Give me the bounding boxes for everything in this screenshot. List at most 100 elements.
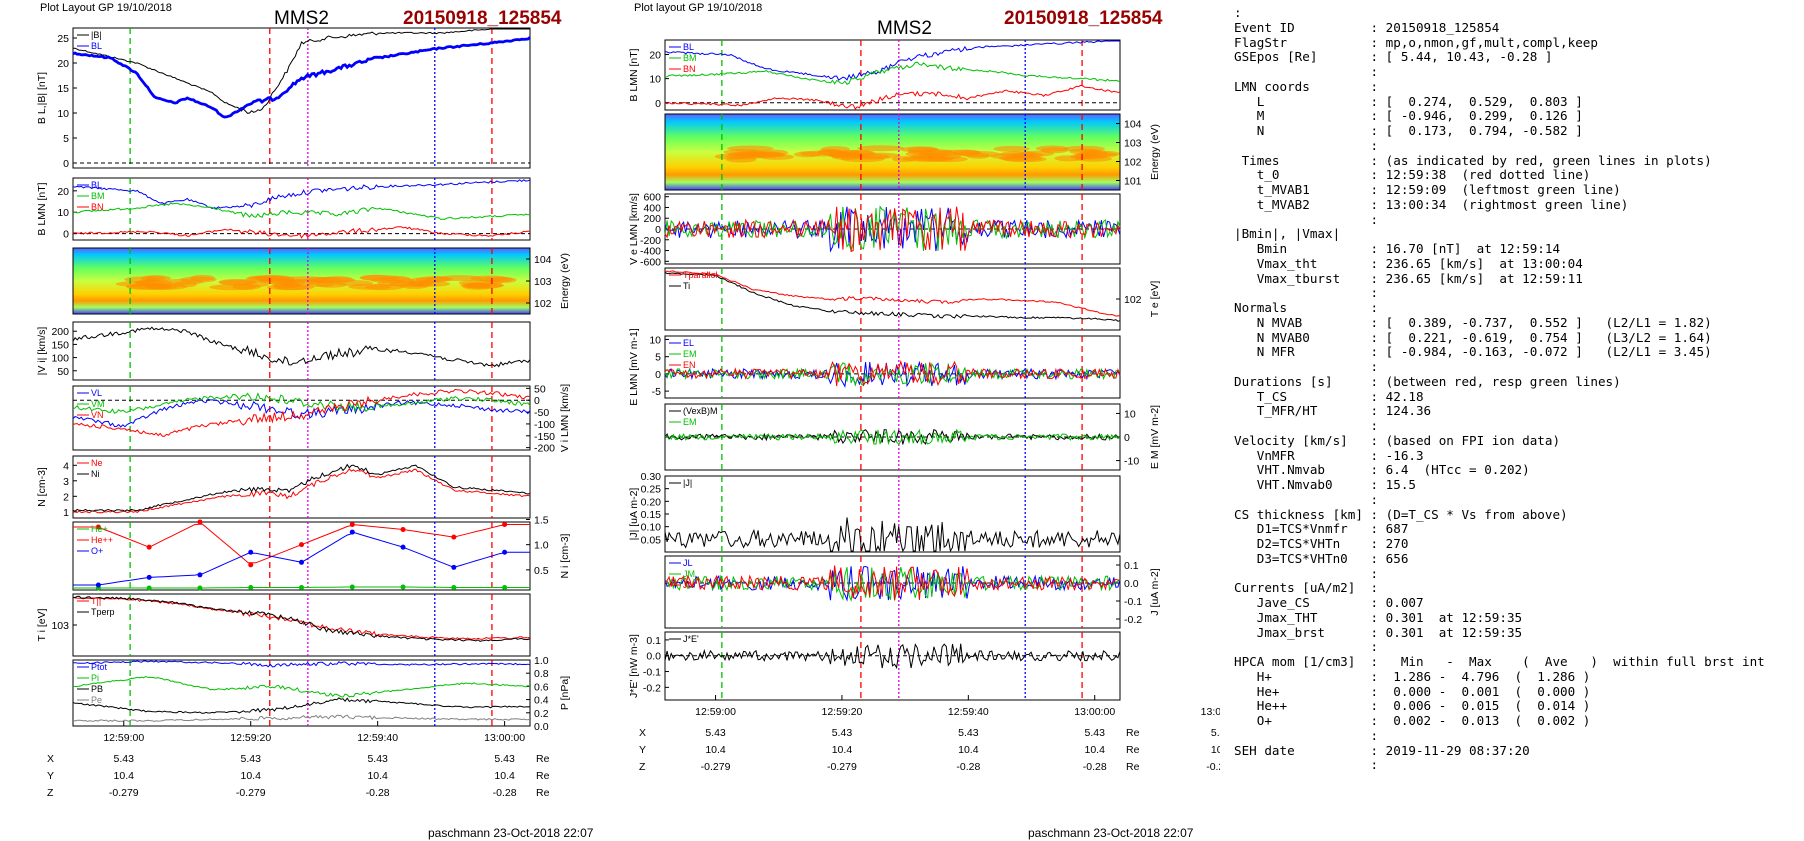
info-value: : (1370, 727, 1379, 743)
legend-label: EM (683, 417, 697, 427)
y-tick-label: 0.25 (641, 484, 662, 496)
y-axis-label: J*E' [nW m-3] (628, 634, 640, 698)
x-tick-label: 12:59:40 (948, 706, 989, 718)
info-value: : 0.006 - 0.015 ( 0.014 ) (1370, 698, 1591, 714)
info-row: : (1234, 138, 1802, 154)
data-point (248, 584, 254, 590)
legend-label: BM (683, 53, 697, 63)
y-tick-label: 101 (1124, 176, 1142, 188)
spectrogram-hotspot (1035, 145, 1069, 152)
info-value: : Min - Max ( Ave ) within full brst int (1370, 654, 1765, 669)
position-unit: Re (1126, 727, 1140, 739)
position-value: 5.43 (494, 753, 515, 765)
y-tick-label: 102 (534, 298, 552, 310)
info-value: : mp,o,nmon,gf,mult,compl,keep (1370, 34, 1598, 50)
position-unit: Re (536, 770, 550, 782)
legend-label: T|| (91, 596, 101, 606)
subplot-frame (72, 659, 531, 727)
y-tick-label: -50 (534, 407, 549, 419)
info-row: O+ : 0.002 - 0.013 ( 0.002 ) (1234, 713, 1802, 729)
y-tick-label: 0.5 (534, 565, 549, 577)
info-value: : 236.65 [km/s] at 12:59:11 (1370, 270, 1583, 286)
position-value: 5.43 (1085, 727, 1106, 739)
y-tick-label: 0.1 (1124, 560, 1139, 572)
info-value: : 1.286 - 4.796 ( 1.286 ) (1370, 668, 1591, 684)
info-label (1234, 492, 1370, 507)
legend-label: EL (683, 338, 694, 348)
y-tick-label: 103 (1124, 138, 1142, 150)
y-axis-label: T e [eV] (1149, 281, 1161, 318)
legend-label: VL (91, 388, 102, 398)
info-value: : 13:00:34 (rightmost green line) (1370, 196, 1629, 212)
spectrogram-hotspot (993, 145, 1030, 152)
info-label: Vmax_tburst (1234, 270, 1371, 286)
data-point (400, 584, 406, 590)
info-label: O+ (1234, 713, 1371, 728)
y-tick-label: 0 (63, 229, 69, 241)
series-line (72, 468, 531, 514)
info-value: : [ 0.389, -0.737, 0.552 ] (L2/L1 = 1.82… (1370, 314, 1712, 330)
info-row: Vmax_tburst : 236.65 [km/s] at 12:59:11 (1234, 270, 1802, 287)
info-value: : 124.36 (1370, 403, 1432, 419)
info-row: D2=TCS*VHTn : 270 (1234, 536, 1802, 552)
x-tick-label: 12:59:40 (357, 732, 398, 744)
spectrogram-hotspot (437, 275, 483, 282)
y-tick-label: 20 (57, 186, 69, 198)
left-spacecraft-title: MMS2 (274, 8, 329, 29)
spectrogram-hotspot (465, 282, 491, 289)
info-value: : 2019-11-29 08:37:20 (1370, 742, 1530, 758)
y-tick-label: 0.15 (641, 509, 662, 521)
info-label: CS thickness [km] (1234, 506, 1371, 522)
y-tick-label: -600 (640, 256, 661, 268)
series-line (664, 270, 1121, 317)
y-axis-label: B LMN [nT] (628, 48, 640, 101)
y-tick-label: 10 (1124, 408, 1136, 420)
info-label: GSEpos [Re] (1234, 49, 1371, 65)
position-value: 5.43 (958, 727, 979, 739)
info-row: Currents [uA/m2] : (1234, 580, 1802, 596)
y-axis-label: B LMN [nT] (36, 182, 48, 235)
spectrogram-hotspot (849, 153, 890, 160)
info-label: Currents [uA/m2] (1234, 580, 1371, 596)
subplot-frame (72, 177, 531, 241)
info-value: : (1370, 300, 1379, 315)
series-line (664, 206, 1121, 253)
position-value: 10.4 (958, 744, 979, 756)
info-value: : [ 0.173, 0.794, -0.582 ] (1370, 123, 1583, 138)
y-tick-label: 25 (57, 33, 69, 45)
position-unit: Re (1126, 744, 1140, 756)
series-line (664, 643, 1121, 670)
y-tick-label: 104 (1124, 119, 1142, 131)
series-line (72, 202, 531, 220)
info-value: : 270 (1370, 536, 1409, 551)
info-label (1234, 728, 1370, 743)
info-label: : (1234, 5, 1242, 20)
subplot-frame (72, 27, 531, 169)
info-row: t_MVAB2 : 13:00:34 (rightmost green line… (1234, 196, 1802, 213)
info-row: VnMFR : -16.3 (1234, 448, 1802, 464)
legend-label: EM (683, 349, 697, 359)
x-tick-label: 13:00:00 (1074, 706, 1115, 718)
y-tick-label: 0.0 (534, 721, 549, 733)
info-row: He++ : 0.006 - 0.015 ( 0.014 ) (1234, 698, 1802, 714)
y-tick-label: 0 (655, 224, 661, 236)
y-tick-label: -400 (640, 246, 661, 258)
legend-label: BN (91, 202, 104, 212)
info-row: HPCA mom [1/cm3] : Min - Max ( Ave ) wit… (1234, 654, 1802, 670)
spectrogram-hotspot (726, 156, 757, 163)
info-row: He+ : 0.000 - 0.001 ( 0.000 ) (1234, 684, 1802, 700)
info-label: D1=TCS*Vnmfr (1234, 521, 1371, 537)
legend-label: BM (91, 191, 105, 201)
info-label: T_CS (1234, 388, 1371, 404)
data-point (299, 559, 304, 565)
info-label: H+ (1234, 668, 1371, 684)
info-label: HPCA mom [1/cm3] (1234, 654, 1371, 669)
spectrogram-hotspot (966, 152, 991, 159)
info-value: : [ -0.946, 0.299, 0.126 ] (1370, 108, 1583, 124)
y-axis-label: J [uA m-2] (1149, 568, 1161, 615)
y-tick-label: 50 (534, 383, 546, 395)
subplot-frame (72, 385, 531, 451)
legend-label: |B| (91, 30, 102, 40)
